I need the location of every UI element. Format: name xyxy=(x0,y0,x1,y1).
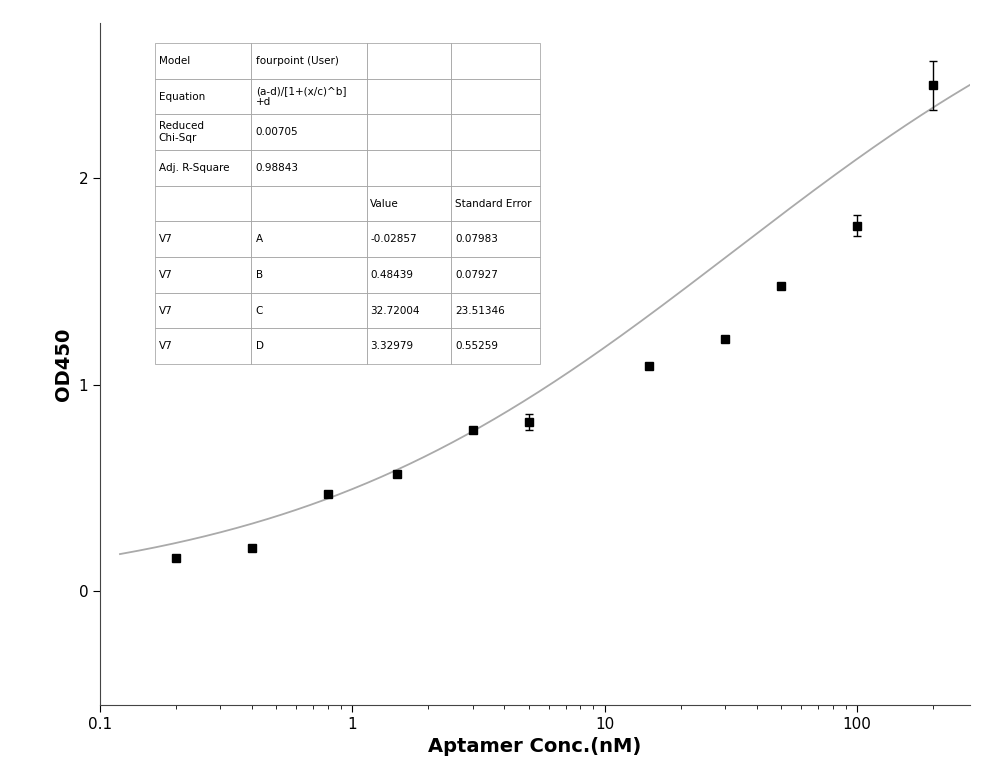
X-axis label: Aptamer Conc.(nM): Aptamer Conc.(nM) xyxy=(428,737,642,756)
Y-axis label: OD450: OD450 xyxy=(54,327,73,401)
